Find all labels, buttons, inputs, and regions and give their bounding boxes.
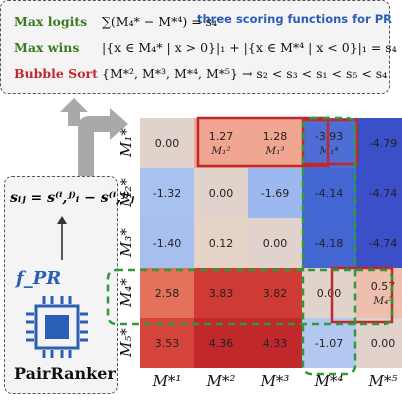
scoring-functions-box: three scoring functions for PR Max logit… [0,0,397,94]
cell-value: 4.33 [262,336,288,350]
cell-value: -4.74 [368,186,398,200]
cell-sublabel: M₄⁵ [373,294,393,307]
cell-value: -4.14 [314,186,344,200]
matrix-cell-r1-c3: 1.28 M₁³ [248,118,302,168]
matrix-cell-r4-c4: 0.00 [302,268,356,318]
cell-value: 3.53 [154,336,180,350]
matrix-cell-r3-c2: 0.12 [194,218,248,268]
matrix-cell-r5-c3: 4.33 [248,318,302,368]
matrix-cell-r1-c2: 1.27 M₁² [194,118,248,168]
cell-value: -4.79 [368,136,398,150]
matrix-cell-r5-c2: 4.36 [194,318,248,368]
matrix-cell-r5-c1: 3.53 [140,318,194,368]
matrix-cell-r1-c4: -3.93 M₁⁴ [302,118,356,168]
matrix-cell-r2-c2: 0.00 [194,168,248,218]
col-label-3: M*³ [260,372,290,390]
matrix-cell-r3-c5: -4.74 [356,218,402,268]
method-max-wins: Max wins [14,40,80,55]
cell-value: -1.32 [152,186,182,200]
matrix-cell-r2-c3: -1.69 [248,168,302,218]
score-formula: sᵢⱼ = s⁽ⁱ,ʲ⁾ᵢ − s⁽ⁱ,ʲ⁾ⱼ [10,190,134,206]
model-name: PairRanker [14,364,116,383]
matrix-cell-r2-c4: -4.14 [302,168,356,218]
matrix-cell-r2-c5: -4.74 [356,168,402,218]
arrow-to-matrix [78,108,128,176]
cell-value: 3.82 [262,286,288,300]
cell-value: -1.40 [152,236,182,250]
row-label-4: M₄* [117,278,135,307]
cell-value: -4.18 [314,236,344,250]
cell-value: 0.00 [262,236,288,250]
cell-value: -1.69 [260,186,290,200]
cell-value: 0.57 [370,279,396,293]
col-label-2: M*² [206,372,236,390]
matrix-cell-r2-c1: -1.32 [140,168,194,218]
row-label-3: M₃* [117,228,135,257]
matrix-cell-r1-c1: 0.00 [140,118,194,168]
matrix-cell-r4-c1: 2.58 [140,268,194,318]
cell-sublabel: M₁² [211,144,231,157]
cell-value: 0.00 [154,136,180,150]
formula-max-wins: |{x ∈ M₄* | x > 0}|₁ + |{x ∈ M*⁴ | x < 0… [102,40,397,55]
matrix-cell-r3-c1: -1.40 [140,218,194,268]
cell-sublabel: M₁³ [265,144,285,157]
model-symbol: f_PR [16,268,62,289]
matrix-cell-r4-c3: 3.82 [248,268,302,318]
formula-bubble-sort: {M*², M*³, M*⁴, M*⁵} → s₂ < s₃ < s₁ < s₅… [102,66,388,81]
formula-max-logits: ∑(M₄* − M*⁴) = s₄ [102,14,218,29]
col-label-1: M*¹ [152,372,182,390]
col-label-5: M*⁵ [368,372,398,390]
cell-value: 0.00 [316,286,342,300]
matrix-cell-r3-c4: -4.18 [302,218,356,268]
arrow-to-scoring [60,98,88,126]
matrix-cell-r1-c5: -4.79 [356,118,402,168]
cell-value: -4.74 [368,236,398,250]
method-max-logits: Max logits [14,14,88,29]
matrix-cell-r4-c5: 0.57 M₄⁵ [356,268,402,318]
scoring-title: three scoring functions for PR [197,12,392,26]
col-label-4: M*⁴ [314,372,344,390]
cell-value: 0.00 [208,186,234,200]
cell-sublabel: M₁⁴ [319,144,339,157]
cell-value: 0.12 [208,236,234,250]
cell-value: 1.28 [262,129,288,143]
up-arrow-icon [57,216,67,260]
cell-value: -3.93 [314,129,344,143]
matrix-cell-r4-c2: 3.83 [194,268,248,318]
cell-value: -1.07 [314,336,344,350]
method-bubble-sort: Bubble Sort [14,66,98,81]
matrix-cell-r5-c5: 0.00 [356,318,402,368]
chip-icon [26,296,88,358]
cell-value: 3.83 [208,286,234,300]
cell-value: 2.58 [154,286,180,300]
cell-value: 0.00 [370,336,396,350]
row-label-1: M₁* [117,128,135,157]
row-label-2: M₂* [117,178,135,207]
cell-value: 1.27 [208,129,234,143]
row-label-5: M₅* [117,328,135,357]
matrix-cell-r3-c3: 0.00 [248,218,302,268]
cell-value: 4.36 [208,336,234,350]
matrix-cell-r5-c4: -1.07 [302,318,356,368]
